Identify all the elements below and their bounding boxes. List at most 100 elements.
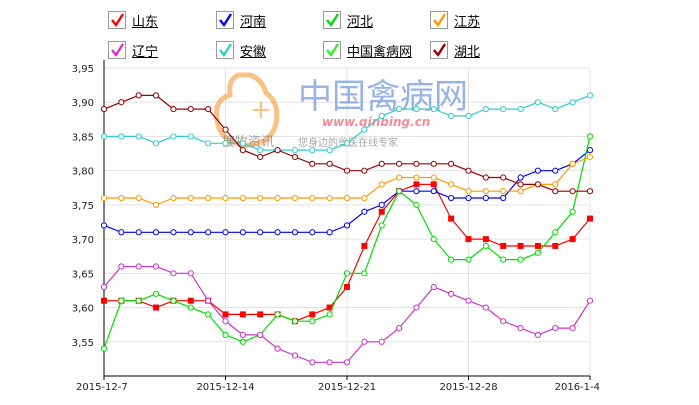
data-point — [517, 174, 524, 181]
data-point — [222, 126, 229, 133]
data-point — [187, 194, 194, 202]
data-point — [100, 194, 108, 202]
checkmark-icon[interactable] — [323, 11, 341, 29]
data-point — [482, 236, 489, 243]
data-point — [135, 229, 142, 236]
data-point — [500, 174, 507, 181]
legend-item[interactable]: 湖北 — [430, 40, 480, 60]
series-6 — [100, 92, 594, 195]
data-point — [152, 290, 160, 297]
data-point — [100, 105, 108, 113]
data-point — [100, 345, 108, 352]
data-point — [257, 194, 264, 202]
data-point — [500, 242, 507, 249]
data-point — [257, 147, 264, 154]
data-point — [448, 290, 455, 297]
data-point — [205, 194, 212, 202]
data-point — [482, 188, 489, 195]
data-point — [257, 311, 264, 318]
data-point — [586, 153, 594, 161]
data-point — [378, 181, 385, 188]
checkmark-icon[interactable] — [216, 41, 234, 59]
data-point — [239, 140, 246, 147]
data-point — [517, 105, 524, 113]
x-tick-label: 2015-12-21 — [318, 382, 376, 393]
data-point — [291, 153, 299, 161]
data-point — [500, 318, 507, 325]
data-point — [118, 194, 125, 202]
checkmark-icon[interactable] — [430, 11, 448, 29]
data-point — [187, 304, 194, 311]
data-point — [413, 304, 420, 311]
series-2 — [100, 133, 594, 352]
data-point — [205, 105, 212, 113]
legend-item[interactable]: 河南 — [216, 10, 266, 30]
watermark-left-text: 搜牧资讯 — [222, 135, 274, 150]
data-point — [517, 256, 524, 263]
svg-text:+: + — [250, 95, 272, 125]
data-point — [586, 297, 594, 304]
checkmark-icon[interactable] — [108, 11, 126, 29]
data-point — [378, 112, 385, 120]
legend-item[interactable]: 辽宁 — [108, 40, 158, 60]
data-point — [100, 222, 108, 229]
data-point — [291, 229, 299, 236]
data-point — [309, 194, 316, 202]
data-point — [413, 181, 420, 188]
data-point — [326, 311, 333, 318]
watermark-brand: 中国禽病网 — [298, 77, 468, 117]
data-point — [291, 318, 299, 325]
legend-item[interactable]: 江苏 — [430, 10, 480, 30]
data-point — [170, 270, 177, 277]
data-point — [534, 99, 542, 106]
data-point — [222, 311, 229, 318]
checkmark-icon[interactable] — [323, 41, 341, 59]
legend-item[interactable]: 河北 — [323, 10, 373, 30]
data-point — [430, 236, 437, 243]
x-tick-label: 2015-12-28 — [439, 382, 497, 393]
data-point — [552, 181, 559, 188]
data-point — [361, 338, 368, 345]
data-point — [552, 324, 559, 332]
checkmark-icon[interactable] — [108, 41, 126, 59]
data-point — [569, 188, 576, 195]
data-point — [135, 92, 142, 99]
data-point — [152, 140, 160, 147]
data-point — [152, 229, 160, 236]
data-point — [586, 133, 594, 140]
legend-label: 河南 — [240, 14, 267, 30]
data-point — [343, 194, 351, 202]
data-point — [448, 194, 455, 202]
data-point — [257, 229, 264, 236]
legend-item[interactable]: 安徽 — [216, 40, 266, 60]
data-point — [482, 242, 489, 250]
y-tick-label: 3,65 — [72, 269, 94, 280]
data-point — [135, 263, 142, 270]
data-point — [552, 229, 559, 236]
legend-item[interactable]: 山东 — [108, 10, 158, 30]
y-tick-label: 3,85 — [72, 132, 94, 143]
data-point — [170, 133, 177, 140]
legend-item[interactable]: 中国禽病网 — [323, 40, 412, 60]
data-point — [534, 249, 542, 256]
data-point — [395, 188, 403, 195]
data-point — [118, 99, 125, 106]
legend-label: 辽宁 — [132, 44, 159, 60]
data-point — [239, 311, 246, 318]
data-point — [378, 338, 385, 345]
data-point — [222, 331, 229, 339]
x-tick-label: 2015-12-14 — [196, 382, 254, 393]
legend-label: 安徽 — [240, 44, 267, 60]
data-point — [378, 222, 385, 229]
data-point — [170, 194, 177, 202]
data-point — [413, 188, 420, 195]
data-point — [361, 126, 368, 133]
checkmark-icon[interactable] — [216, 11, 234, 29]
data-point — [552, 167, 559, 174]
data-point — [448, 215, 455, 222]
data-point — [534, 167, 542, 174]
data-point — [100, 133, 108, 140]
checkmark-icon[interactable] — [430, 41, 448, 59]
data-point — [239, 147, 246, 154]
data-point — [430, 181, 437, 188]
